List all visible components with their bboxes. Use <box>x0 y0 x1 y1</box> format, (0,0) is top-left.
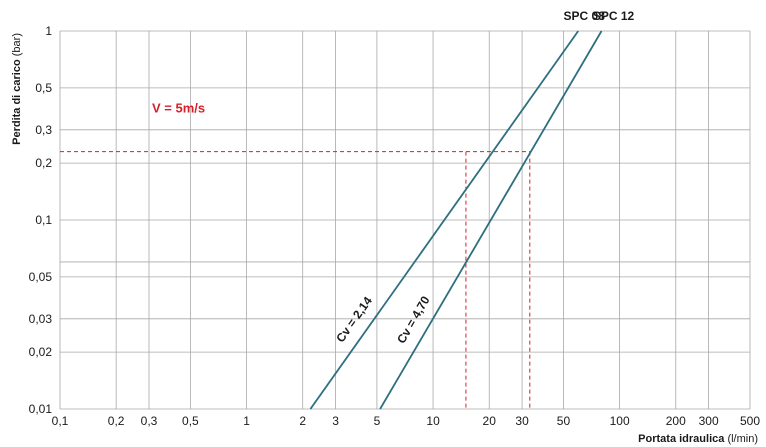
x-axis-title: Portata idraulica (l/min) <box>638 433 758 445</box>
x-tick-label: 50 <box>557 414 571 428</box>
x-tick-label: 200 <box>666 414 686 428</box>
reference-lines <box>60 151 531 409</box>
y-tick-label: 0,03 <box>29 312 53 326</box>
series-name-label: SPC 08 <box>564 9 606 23</box>
y-axis-title-main: Perdita di carico <box>11 59 23 145</box>
series-line-1 <box>309 30 579 410</box>
series-line-2 <box>379 30 603 410</box>
x-tick-label: 500 <box>740 414 760 428</box>
x-tick-label: 20 <box>483 414 497 428</box>
x-tick-label: 30 <box>515 414 529 428</box>
x-tick-label: 0,2 <box>108 414 125 428</box>
cv-label: Cv = 2,14 <box>333 294 375 345</box>
y-tick-label: 0,5 <box>35 81 52 95</box>
x-tick-label: 1 <box>243 414 250 428</box>
cv-label: Cv = 4,70 <box>394 293 433 346</box>
y-tick-label: 0,01 <box>29 402 53 416</box>
y-tick-label: 0,02 <box>29 345 53 359</box>
series-name-label: SPC 12 <box>593 9 635 23</box>
y-tick-label: 0,3 <box>35 123 52 137</box>
y-tick-label: 0,1 <box>35 213 52 227</box>
chart-labels: SPC 08 Cv = 2,14 SPC 12 Cv = 4,70 <box>333 9 634 346</box>
velocity-annotation: V = 5m/s <box>152 101 205 116</box>
series-lines <box>309 30 603 410</box>
x-tick-label: 3 <box>332 414 339 428</box>
y-axis-title: Perdita di carico (bar) <box>11 33 23 145</box>
y-tick-labels: 0,01 0,02 0,03 0,05 0,1 0,2 0,3 0,5 1 <box>29 24 53 416</box>
x-tick-labels: 0,1 0,2 0,3 0,5 1 2 3 5 10 20 30 50 100 200 300 500 <box>52 414 761 428</box>
x-tick-label: 5 <box>374 414 381 428</box>
x-tick-label: 2 <box>299 414 306 428</box>
x-tick-label: 0,5 <box>182 414 199 428</box>
x-axis-title-unit: (l/min) <box>727 433 758 445</box>
x-tick-label: 300 <box>699 414 719 428</box>
x-tick-label: 100 <box>610 414 630 428</box>
y-tick-label: 1 <box>45 24 52 38</box>
x-axis-title-main: Portata idraulica <box>638 433 725 445</box>
y-axis-title-unit: (bar) <box>11 33 23 56</box>
y-tick-label: 0,2 <box>35 156 52 170</box>
grid <box>59 30 751 410</box>
x-tick-label: 0,1 <box>52 414 69 428</box>
x-tick-label: 0,3 <box>141 414 158 428</box>
x-tick-label: 10 <box>426 414 440 428</box>
y-tick-label: 0,05 <box>29 270 53 284</box>
